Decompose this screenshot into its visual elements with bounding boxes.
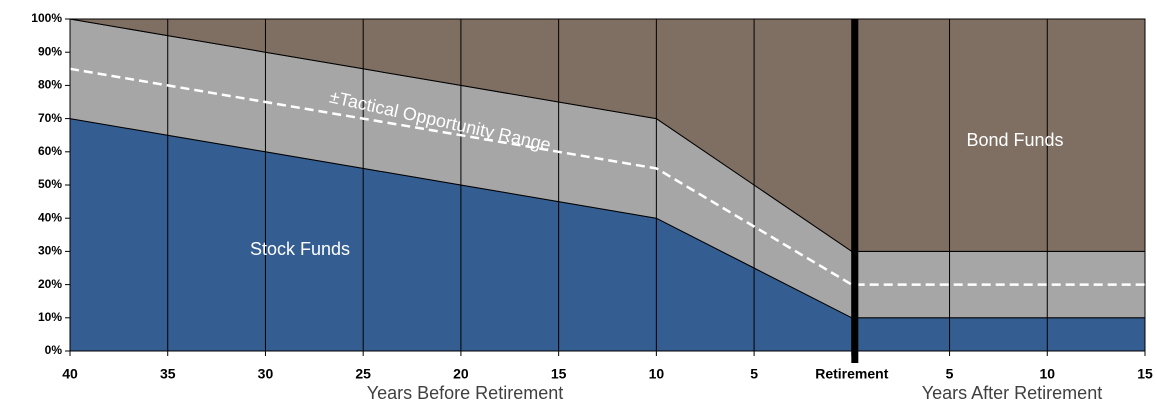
x-tick-label: 35	[160, 366, 176, 382]
x-tick-label: 40	[62, 366, 78, 382]
y-tick-label: 90%	[38, 44, 62, 58]
x-tick-label: 10	[649, 366, 665, 382]
y-tick-label: 10%	[38, 310, 62, 324]
y-tick-label: 100%	[31, 11, 62, 25]
x-tick-label: 20	[453, 366, 469, 382]
y-tick-label: 40%	[38, 210, 62, 224]
y-tick-label: 0%	[45, 343, 63, 357]
x-tick-label: 25	[355, 366, 371, 382]
y-tick-label: 30%	[38, 244, 62, 258]
x-tick-label: 5	[750, 366, 758, 382]
y-tick-label: 20%	[38, 277, 62, 291]
x-tick-label: Retirement	[815, 366, 888, 382]
x-axis-title: Years Before Retirement	[367, 383, 563, 403]
x-tick-label: 15	[1137, 366, 1153, 382]
y-tick-label: 80%	[38, 78, 62, 92]
x-tick-label: 10	[1039, 366, 1055, 382]
x-axis-title: Years After Retirement	[922, 383, 1102, 403]
y-tick-label: 50%	[38, 177, 62, 191]
x-tick-label: 5	[946, 366, 954, 382]
area-label: Stock Funds	[250, 239, 350, 259]
area-label: Bond Funds	[966, 130, 1063, 150]
y-tick-label: 60%	[38, 144, 62, 158]
y-tick-label: 70%	[38, 111, 62, 125]
x-tick-label: 15	[551, 366, 567, 382]
x-tick-label: 30	[258, 366, 274, 382]
